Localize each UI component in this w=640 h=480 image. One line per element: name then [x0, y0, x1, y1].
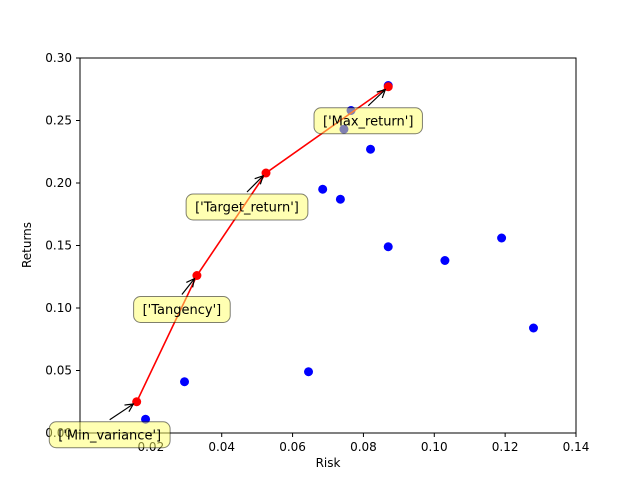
annotation-text: ['Tangency'] — [143, 303, 222, 318]
asset-point — [366, 144, 376, 154]
annotation-text: ['Max_return'] — [323, 114, 413, 129]
x-tick-label: 0.10 — [421, 440, 448, 454]
x-tick-label: 0.12 — [492, 440, 519, 454]
asset-point — [318, 184, 328, 194]
asset-point — [383, 242, 393, 252]
annotation-box — [313, 107, 423, 135]
y-tick-label: 0.15 — [45, 239, 72, 253]
x-tick-label: 0.08 — [350, 440, 377, 454]
x-axis-label: Risk — [316, 456, 341, 470]
asset-point — [497, 233, 507, 243]
annotation: ['Target_return'] — [185, 176, 309, 221]
asset-point — [528, 323, 538, 333]
y-axis-label: Returns — [20, 222, 34, 268]
annotation-text: ['Min_variance'] — [58, 428, 161, 443]
annotation-arrow — [109, 404, 134, 421]
asset-point — [335, 194, 345, 204]
x-tick-label: 0.14 — [563, 440, 590, 454]
y-tick-label: 0.05 — [45, 364, 72, 378]
y-tick-label: 0.10 — [45, 301, 72, 315]
y-tick-label: 0.20 — [45, 176, 72, 190]
x-tick-label: 0.04 — [208, 440, 235, 454]
annotation-box — [185, 193, 309, 221]
y-tick-label: 0.30 — [45, 51, 72, 65]
y-tick-label: 0.25 — [45, 114, 72, 128]
x-tick-label: 0.06 — [279, 440, 306, 454]
annotation-text: ['Target_return'] — [195, 201, 299, 216]
annotation: ['Max_return'] — [313, 90, 423, 135]
frontier-point — [132, 397, 142, 407]
annotation-box — [133, 296, 231, 323]
annotation-arrow — [181, 279, 195, 295]
annotation-box — [48, 421, 171, 449]
annotation-arrow — [246, 176, 263, 193]
annotation: ['Tangency'] — [133, 279, 231, 323]
asset-point — [180, 377, 190, 387]
annotation-arrow — [367, 90, 385, 107]
annotation: ['Min_variance'] — [48, 404, 171, 449]
asset-point — [440, 256, 450, 265]
asset-point — [304, 367, 314, 377]
